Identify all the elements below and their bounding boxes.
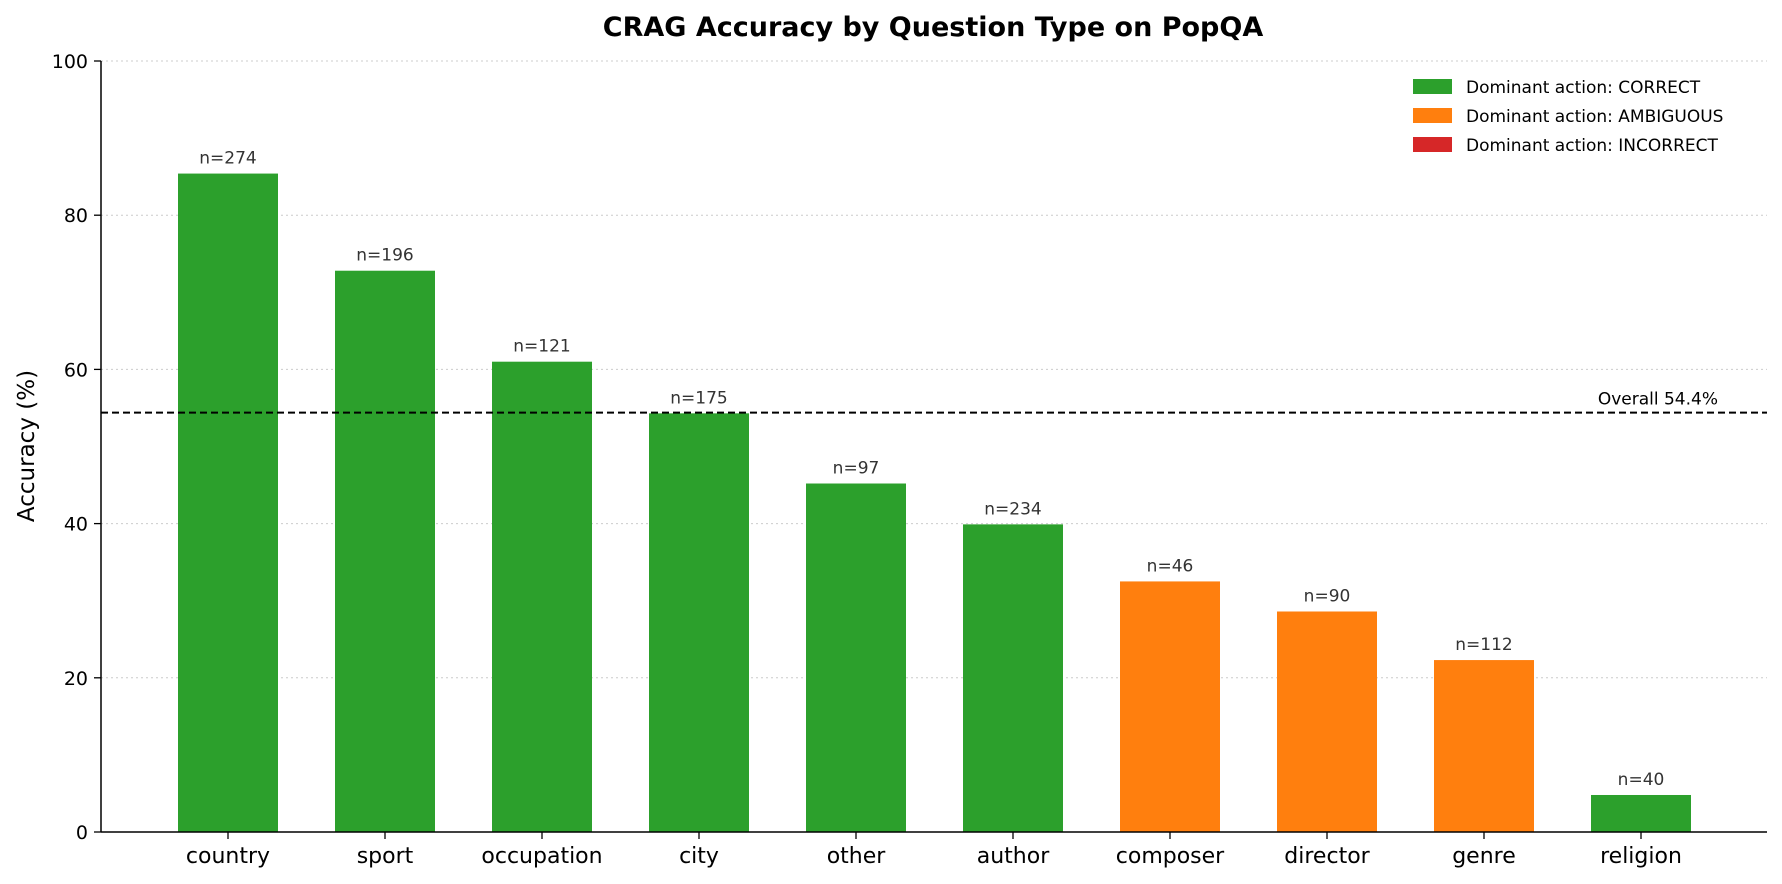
count-label-occupation: n=121 — [513, 337, 570, 357]
y-axis-label: Accuracy (%) — [14, 370, 40, 522]
bar-composer — [1120, 581, 1220, 832]
legend-label-ambiguous: Dominant action: AMBIGUOUS — [1466, 107, 1723, 127]
bar-occupation — [492, 361, 592, 832]
count-label-composer: n=46 — [1147, 556, 1194, 576]
x-tick-label-country: country — [186, 844, 270, 869]
count-label-genre: n=112 — [1455, 635, 1512, 655]
count-label-city: n=175 — [670, 388, 727, 408]
bar-author — [963, 524, 1063, 832]
bars — [178, 173, 1691, 833]
legend-label-correct: Dominant action: CORRECT — [1466, 78, 1701, 98]
count-label-religion: n=40 — [1618, 770, 1665, 790]
bar-genre — [1434, 660, 1534, 832]
x-tick-label-director: director — [1284, 844, 1370, 869]
bar-sport — [335, 270, 435, 832]
count-label-author: n=234 — [984, 499, 1041, 519]
x-tick-label-genre: genre — [1452, 844, 1516, 869]
overall-reference-label: Overall 54.4% — [1598, 390, 1718, 410]
x-tick-label-sport: sport — [357, 844, 414, 869]
y-tick-label: 100 — [52, 51, 88, 73]
legend-swatch-ambiguous — [1413, 108, 1452, 123]
legend-swatch-incorrect — [1413, 137, 1452, 152]
x-tick-label-religion: religion — [1600, 844, 1682, 869]
x-tick-label-other: other — [827, 844, 887, 869]
y-tick-label: 40 — [64, 514, 88, 536]
y-tick-label: 0 — [76, 822, 88, 844]
y-tick-label: 80 — [64, 205, 88, 227]
reference-line-group: Overall 54.4% — [101, 390, 1767, 414]
axes — [94, 60, 1767, 839]
bar-country — [178, 173, 278, 833]
bar-city — [649, 413, 749, 832]
count-label-sport: n=196 — [356, 246, 413, 266]
x-tick-label-author: author — [977, 844, 1050, 869]
legend-swatch-correct — [1413, 79, 1452, 94]
bar-director — [1277, 611, 1377, 832]
labels: 0 20 40 60 80 100 n=274 country n=196 sport n=121 o… — [52, 51, 1682, 869]
y-tick-label: 60 — [64, 359, 88, 381]
x-tick-label-composer: composer — [1116, 844, 1225, 869]
legend: Dominant action: CORRECT Dominant action:… — [1413, 78, 1723, 156]
count-label-director: n=90 — [1304, 586, 1351, 606]
count-label-other: n=97 — [833, 459, 880, 479]
y-tick-label: 20 — [64, 668, 88, 690]
x-tick-label-occupation: occupation — [481, 844, 602, 869]
bar-religion — [1591, 794, 1691, 832]
count-label-country: n=274 — [199, 149, 256, 169]
bar-other — [806, 483, 906, 832]
legend-label-incorrect: Dominant action: INCORRECT — [1466, 136, 1718, 156]
chart-title: CRAG Accuracy by Question Type on PopQA — [603, 12, 1264, 43]
x-tick-label-city: city — [679, 844, 719, 869]
